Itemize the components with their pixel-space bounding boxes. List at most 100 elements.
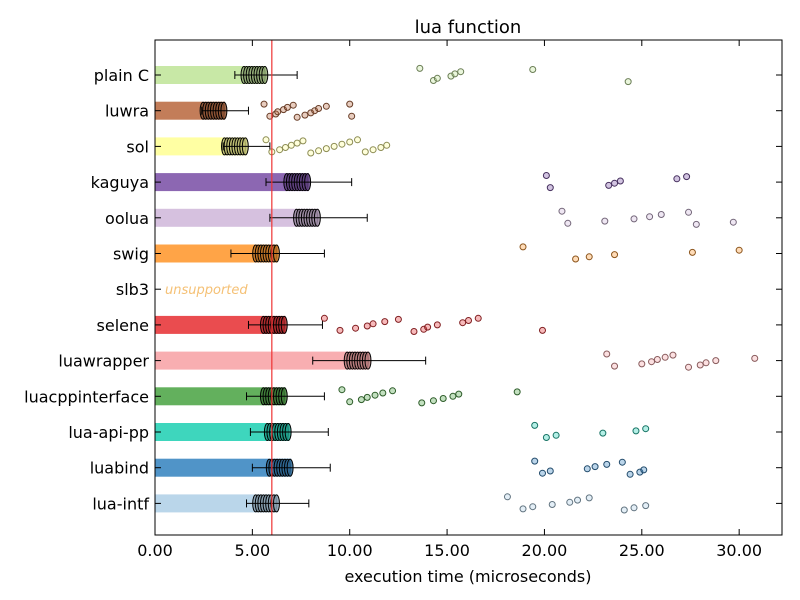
outlier-point (538, 469, 546, 477)
outlier-point (465, 317, 472, 324)
outlier-point (394, 315, 402, 323)
outlier-point (262, 136, 270, 144)
outlier-point (274, 108, 282, 116)
outlier-point (648, 358, 656, 366)
outlier-point (429, 77, 437, 84)
outlier-point (572, 255, 580, 263)
outlier-point (564, 219, 572, 227)
axes: plain C luwra sol kaguya oolua swig slb3 selene… (24, 40, 782, 560)
outlier-point (702, 359, 710, 367)
outlier-point (531, 421, 539, 429)
outlier-point (379, 389, 387, 397)
outlier-point (346, 100, 354, 108)
outlier-point (673, 175, 681, 183)
outlier-point (661, 353, 669, 361)
outlier-point (429, 397, 437, 405)
outlier-point (611, 179, 619, 187)
outlier-point (410, 328, 418, 335)
outlier-point (558, 207, 566, 215)
outlier-point (307, 109, 315, 117)
outlier-point (363, 322, 371, 330)
outlier-point (289, 101, 297, 109)
bar-luawrapper (155, 351, 370, 370)
bar-oolua (155, 208, 319, 227)
category-label: luacppinterface (24, 387, 149, 406)
outlier-point (299, 137, 307, 145)
outlier-point (636, 468, 644, 476)
outlier-point (389, 387, 397, 395)
outlier-point (361, 148, 369, 156)
category-label: luwra (105, 102, 149, 121)
outlier-point (346, 398, 354, 406)
outlier-point (513, 388, 521, 396)
outlier-point (642, 425, 650, 433)
outlier-point (546, 184, 554, 192)
outlier-point (692, 220, 700, 228)
outlier-point (320, 314, 328, 322)
outlier-point (418, 399, 426, 407)
bar-swig (155, 244, 278, 263)
outlier-point (346, 138, 354, 146)
category-label: lua-intf (92, 494, 149, 513)
x-tick-label: 20.00 (522, 541, 568, 560)
outlier-point (348, 112, 356, 120)
outlier-point (642, 502, 650, 510)
outlier-point (357, 396, 365, 404)
outlier-point (669, 351, 677, 359)
outlier-point (451, 70, 459, 78)
outlier-point (519, 505, 527, 513)
outlier-point (338, 140, 346, 148)
outlier-point (457, 68, 465, 76)
outlier-point (585, 253, 593, 261)
x-tick-label: 30.00 (716, 541, 762, 560)
outlier-point (712, 357, 720, 365)
bar-selene (155, 315, 286, 334)
outlier-point (424, 323, 432, 331)
outlier-point (416, 64, 424, 72)
x-tick-label: 25.00 (619, 541, 665, 560)
outlier-point (653, 356, 661, 363)
outlier-point (301, 111, 309, 119)
outlier-point (433, 74, 441, 82)
outlier-point (529, 503, 537, 511)
outlier-point (287, 141, 295, 149)
category-label: luabind (90, 459, 149, 478)
outlier-point (574, 496, 582, 504)
category-label: swig (113, 245, 149, 264)
outlier-point (546, 467, 554, 475)
outlier-point (601, 217, 609, 225)
bar-plain-c (155, 66, 266, 84)
unsupported-annotation: unsupported (165, 283, 248, 298)
outlier-point (531, 457, 539, 465)
outlier-point (729, 218, 737, 226)
outlier-point (336, 326, 344, 334)
outlier-point (260, 100, 268, 108)
outlier-point (751, 354, 759, 362)
outlier-point (369, 146, 377, 154)
outlier-point (529, 66, 537, 73)
plot-area: unsupported (155, 40, 759, 535)
outlier-point (583, 465, 591, 473)
x-axis-label: execution time (microseconds) (344, 567, 591, 586)
x-tick-label: 10.00 (327, 541, 373, 560)
outlier-point (683, 173, 691, 181)
bar-lua-intf (155, 494, 278, 513)
outlier-point (315, 105, 323, 112)
outlier-point (685, 208, 693, 216)
outlier-point (363, 393, 371, 401)
x-tick-label: 5.00 (235, 541, 271, 560)
outlier-point (381, 318, 389, 326)
outlier-point (626, 470, 634, 478)
category-label: sol (126, 137, 149, 156)
outlier-point (552, 431, 560, 439)
outlier-point (538, 326, 546, 334)
outlier-point (618, 458, 626, 466)
bar-lua-api-pp (155, 423, 290, 441)
outlier-point (293, 139, 301, 147)
outlier-point (657, 211, 665, 218)
outlier-point (616, 177, 624, 185)
category-label: oolua (105, 209, 149, 228)
outlier-point (624, 78, 632, 86)
outlier-point (630, 504, 638, 512)
outlier-point (352, 324, 360, 332)
